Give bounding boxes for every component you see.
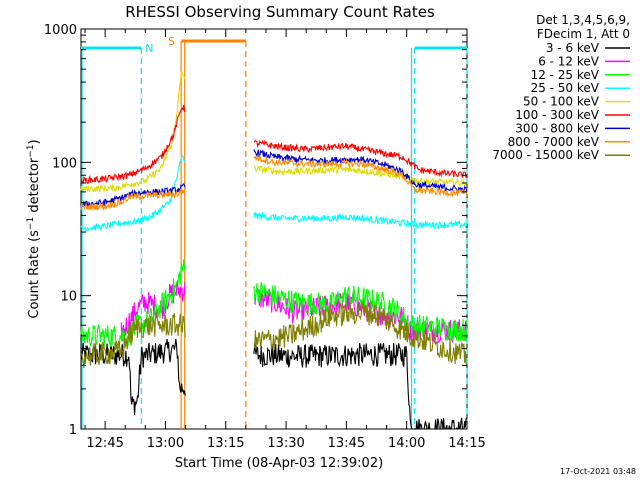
series-group [80, 70, 468, 431]
legend-label-1: 3 - 6 keV [546, 41, 600, 55]
legend-label-5: 50 - 100 keV [523, 95, 600, 109]
footer-date: 17-Oct-2021 03:48 [560, 467, 636, 476]
saa-label: S [168, 35, 175, 48]
series-line-9 [80, 300, 468, 369]
y-tick-label: 100 [52, 156, 77, 171]
series-line-4 [80, 153, 468, 233]
series-line-1 [80, 338, 468, 431]
x-tick-label: 13:00 [147, 436, 184, 451]
series-line-8 [80, 155, 468, 212]
chart-title: RHESSI Observing Summary Count Rates [125, 3, 435, 21]
legend-label-8: 800 - 7000 keV [508, 135, 600, 149]
legend-label-3: 12 - 25 keV [531, 68, 600, 82]
series-line-6 [80, 104, 468, 185]
y-tick-label: 10 [60, 290, 77, 305]
legend-header-line1: Det 1,3,4,5,6,9, [536, 13, 630, 27]
legend-label-9: 7000 - 15000 keV [492, 148, 599, 162]
x-tick-label: 13:45 [328, 436, 365, 451]
x-axis-label: Start Time (08-Apr-03 12:39:02) [175, 456, 383, 471]
x-tick-label: 13:30 [267, 436, 304, 451]
legend-label-2: 6 - 12 keV [538, 54, 600, 68]
legend-label-7: 300 - 800 keV [515, 121, 599, 135]
x-tick-label: 13:15 [207, 436, 244, 451]
x-tick-label: 12:45 [86, 436, 123, 451]
night-label: N [145, 42, 153, 55]
legend-header-line2: FDecim 1, Att 0 [537, 27, 630, 41]
axes: 1 10 100 1000 12:45 13:00 13:15 13:30 13:45 14:00… [44, 23, 486, 451]
legend-label-4: 25 - 50 keV [531, 81, 600, 95]
x-tick-label: 14:00 [388, 436, 425, 451]
y-tick-label: 1000 [44, 23, 77, 38]
x-tick-label: 14:15 [448, 436, 485, 451]
legend-label-6: 100 - 300 keV [515, 108, 599, 122]
series-line-5 [80, 70, 468, 193]
y-axis-label: Count Rate (s−1 detector−1) [26, 139, 42, 318]
y-tick-label: 1 [69, 423, 77, 438]
